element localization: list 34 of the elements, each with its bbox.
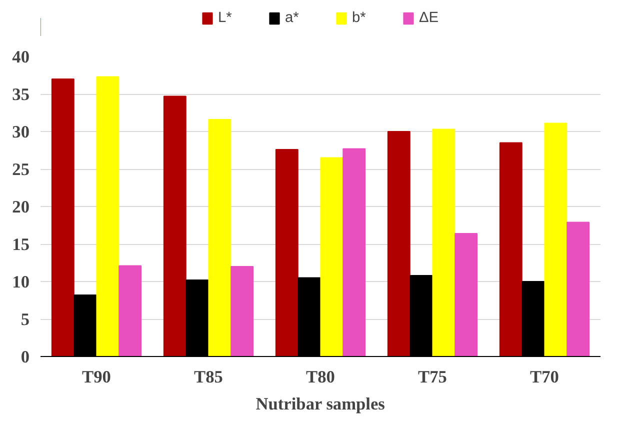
x-tick-label: T90	[82, 368, 111, 386]
bar	[163, 96, 186, 356]
y-tick-label: 15	[12, 235, 30, 254]
y-tick-label: 20	[12, 198, 30, 216]
y-tick-label: 35	[12, 85, 30, 104]
bar	[118, 265, 142, 356]
bar	[275, 149, 298, 356]
x-tick-label: T75	[418, 368, 448, 386]
bar	[320, 157, 344, 356]
y-tick-label: 30	[12, 122, 30, 142]
y-tick-label: 25	[12, 160, 30, 179]
bar	[230, 266, 254, 356]
legend-label: L*	[218, 10, 233, 26]
bar	[566, 222, 590, 356]
y-tick-label: 5	[20, 310, 30, 329]
y-tick-label: 10	[12, 272, 30, 292]
bar	[208, 119, 232, 356]
bar	[51, 78, 74, 356]
x-axis-title: Nutribar samples	[256, 394, 386, 414]
bar	[544, 122, 568, 356]
x-tick-label: T70	[530, 368, 559, 386]
legend-label: a*	[285, 10, 300, 26]
legend-label: b*	[352, 10, 367, 26]
y-tick-label: 40	[12, 48, 30, 66]
bar	[499, 142, 522, 356]
bar	[454, 233, 478, 356]
y-tick-label: 0	[20, 348, 30, 366]
bar	[432, 128, 456, 356]
bar	[387, 131, 410, 356]
bar	[342, 148, 366, 356]
legend-label: ΔE	[419, 10, 439, 26]
x-tick-label: T80	[306, 368, 335, 386]
bar	[96, 76, 120, 356]
x-tick-label: T85	[194, 368, 224, 386]
